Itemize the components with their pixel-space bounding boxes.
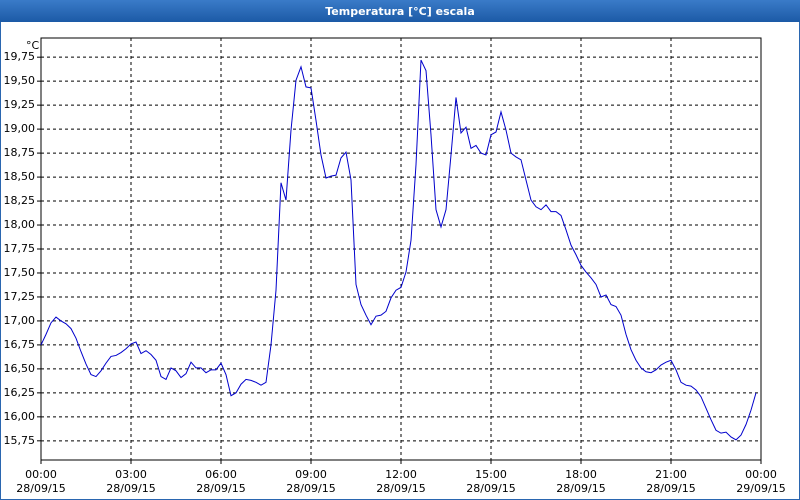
y-tick-label: 17,75: [4, 242, 36, 255]
y-tick-label: 18,75: [4, 146, 36, 159]
x-tick-label: 00:00 29/09/15: [736, 468, 785, 495]
x-tick-label: 06:00 28/09/15: [196, 468, 245, 495]
y-tick-label: 19,75: [4, 50, 36, 63]
title-bar: [0, 0, 800, 22]
y-tick-label: 17,00: [4, 314, 36, 327]
y-tick-label: 16,50: [4, 362, 36, 375]
y-tick-label: 18,25: [4, 194, 36, 207]
x-tick-label: 12:00 28/09/15: [376, 468, 425, 495]
y-tick-label: 19,25: [4, 98, 36, 111]
y-tick-label: 16,00: [4, 410, 36, 423]
x-tick-label: 09:00 28/09/15: [286, 468, 335, 495]
x-tick-label: 03:00 28/09/15: [106, 468, 155, 495]
y-tick-label: 19,50: [4, 74, 36, 87]
y-tick-label: 17,25: [4, 290, 36, 303]
data-line: [40, 59, 757, 441]
y-tick-label: 18,50: [4, 170, 36, 183]
x-tick-label: 00:00 28/09/15: [16, 468, 65, 495]
y-tick-label: 19,00: [4, 122, 36, 135]
y-tick-label: 16,25: [4, 386, 36, 399]
y-tick-label: 18,00: [4, 218, 36, 231]
y-tick-label: 16,75: [4, 338, 36, 351]
y-tick-label: 17,50: [4, 266, 36, 279]
x-tick-label: 21:00 28/09/15: [646, 468, 695, 495]
plot-border: [40, 37, 762, 461]
y-tick-label: 15,75: [4, 434, 36, 447]
x-tick-label: 15:00 28/09/15: [466, 468, 515, 495]
y-axis-unit: °C: [26, 39, 40, 52]
chart-title: Temperatura [°C] escala: [325, 5, 475, 18]
x-tick-label: 18:00 28/09/15: [556, 468, 605, 495]
